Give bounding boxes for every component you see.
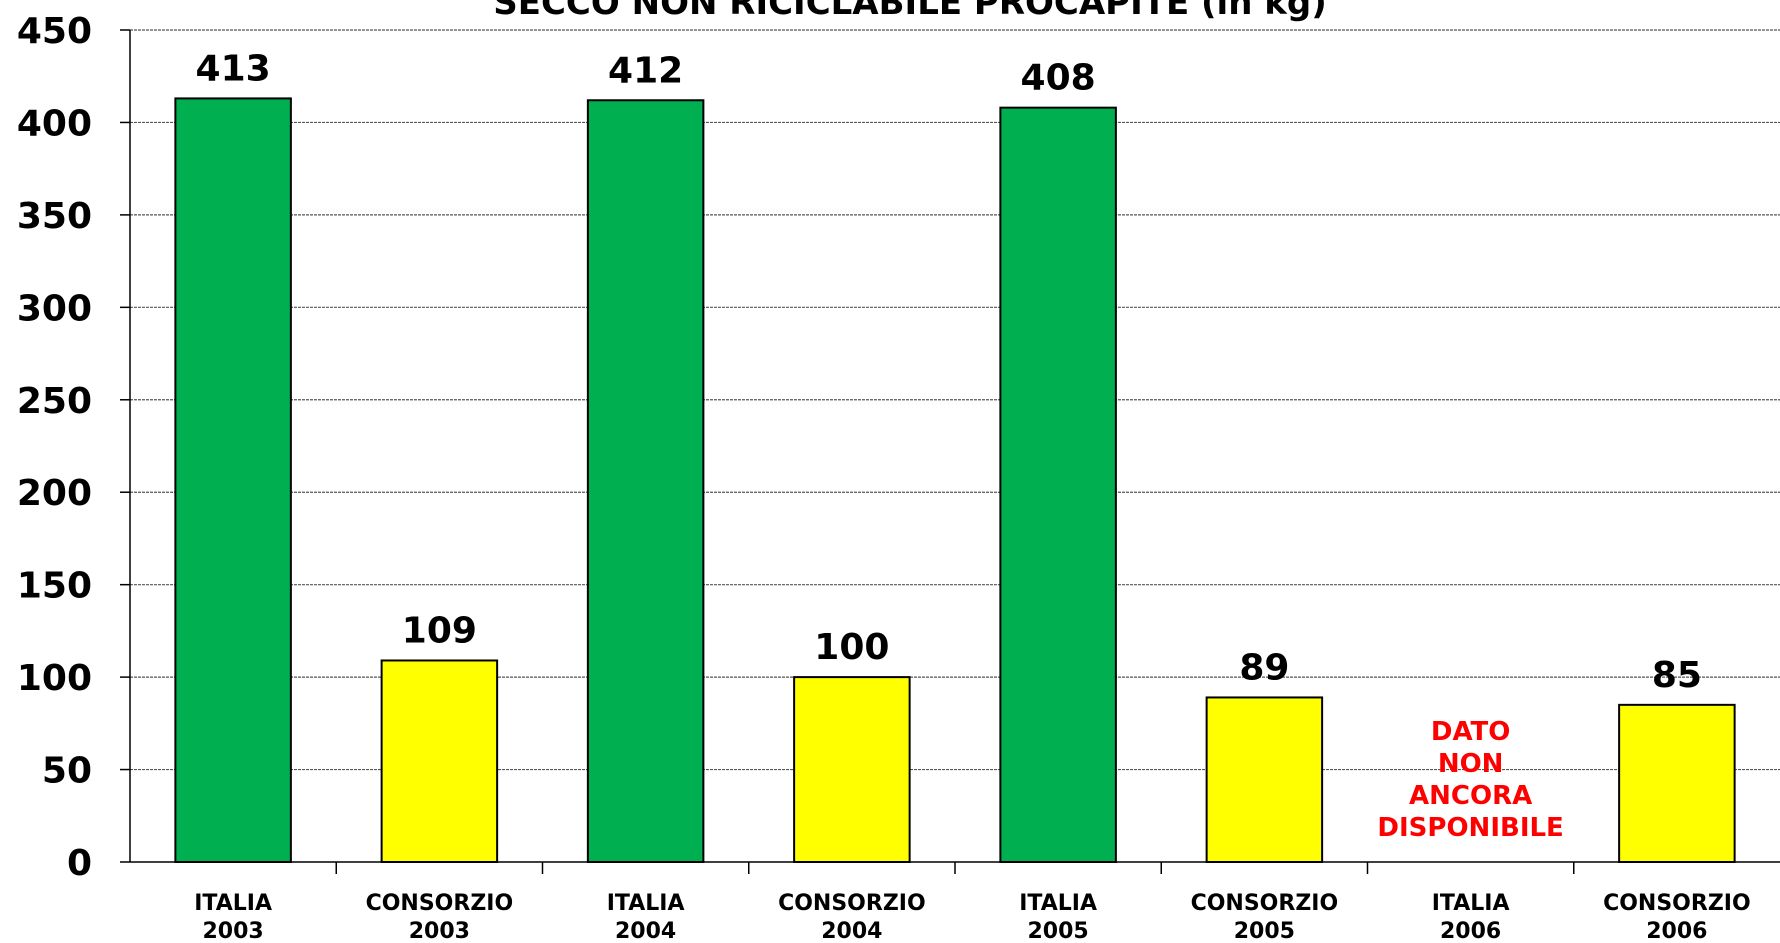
bar <box>1205 696 1324 864</box>
x-tick-label: CONSORZIO <box>366 891 514 916</box>
y-tick-label: 450 <box>17 11 92 52</box>
data-label: 412 <box>608 50 683 91</box>
missing-data-note: ANCORA <box>1409 781 1532 811</box>
y-tick-label: 0 <box>67 843 92 884</box>
data-label: 109 <box>402 610 477 651</box>
x-tick-label: CONSORZIO <box>1191 891 1339 916</box>
x-tick-label: 2003 <box>409 919 470 943</box>
data-label: 85 <box>1652 655 1702 696</box>
data-label: 100 <box>814 627 889 668</box>
x-tick-label: 2004 <box>615 919 676 943</box>
x-tick-label: ITALIA <box>607 891 685 916</box>
y-axis-ticks: 0 50 100 150 200 250 300 350 400 450 <box>17 11 92 884</box>
x-tick-label: 2006 <box>1646 919 1707 943</box>
x-tick-label: 2005 <box>1234 919 1295 943</box>
bar <box>999 106 1117 864</box>
gridlines <box>130 29 1780 771</box>
missing-data-note: DISPONIBILE <box>1377 813 1563 843</box>
bars <box>174 97 1736 864</box>
x-tick-label: 2003 <box>203 919 264 943</box>
x-tick-label: CONSORZIO <box>1603 891 1751 916</box>
x-tick-label: ITALIA <box>1432 891 1510 916</box>
missing-data-note: NON <box>1438 749 1504 779</box>
y-tick-label: 100 <box>17 658 92 699</box>
bar <box>380 659 499 864</box>
data-label: 89 <box>1239 647 1289 688</box>
y-tick-label: 400 <box>17 103 92 144</box>
y-tick-label: 150 <box>17 566 92 607</box>
bar <box>586 99 705 864</box>
y-tick-label: 50 <box>42 751 92 792</box>
y-tick-label: 300 <box>17 288 92 329</box>
data-labels: 413 109 412 100 408 89 85 <box>196 48 1702 695</box>
x-tick-label: ITALIA <box>194 891 272 916</box>
bar <box>1618 703 1736 863</box>
data-label: 408 <box>1021 58 1096 99</box>
x-tick-label: 2004 <box>821 919 882 943</box>
chart-title: SECCO NON RICICLABILE PROCAPITE (in kg) <box>493 0 1326 23</box>
y-tick-label: 350 <box>17 196 92 237</box>
missing-data-note: DATO <box>1431 717 1511 747</box>
bar <box>174 97 292 864</box>
data-label: 413 <box>196 48 271 89</box>
x-tick-label: CONSORZIO <box>778 891 926 916</box>
bar <box>793 676 911 863</box>
y-tick-label: 200 <box>17 473 92 514</box>
axes <box>120 29 1780 874</box>
x-tick-label: ITALIA <box>1019 891 1097 916</box>
x-tick-label: 2005 <box>1028 919 1089 943</box>
x-tick-label: 2006 <box>1440 919 1501 943</box>
x-axis-ticks: ITALIA 2003 CONSORZIO 2003 ITALIA 2004 CONSORZ… <box>194 891 1750 943</box>
y-tick-label: 250 <box>17 381 92 422</box>
